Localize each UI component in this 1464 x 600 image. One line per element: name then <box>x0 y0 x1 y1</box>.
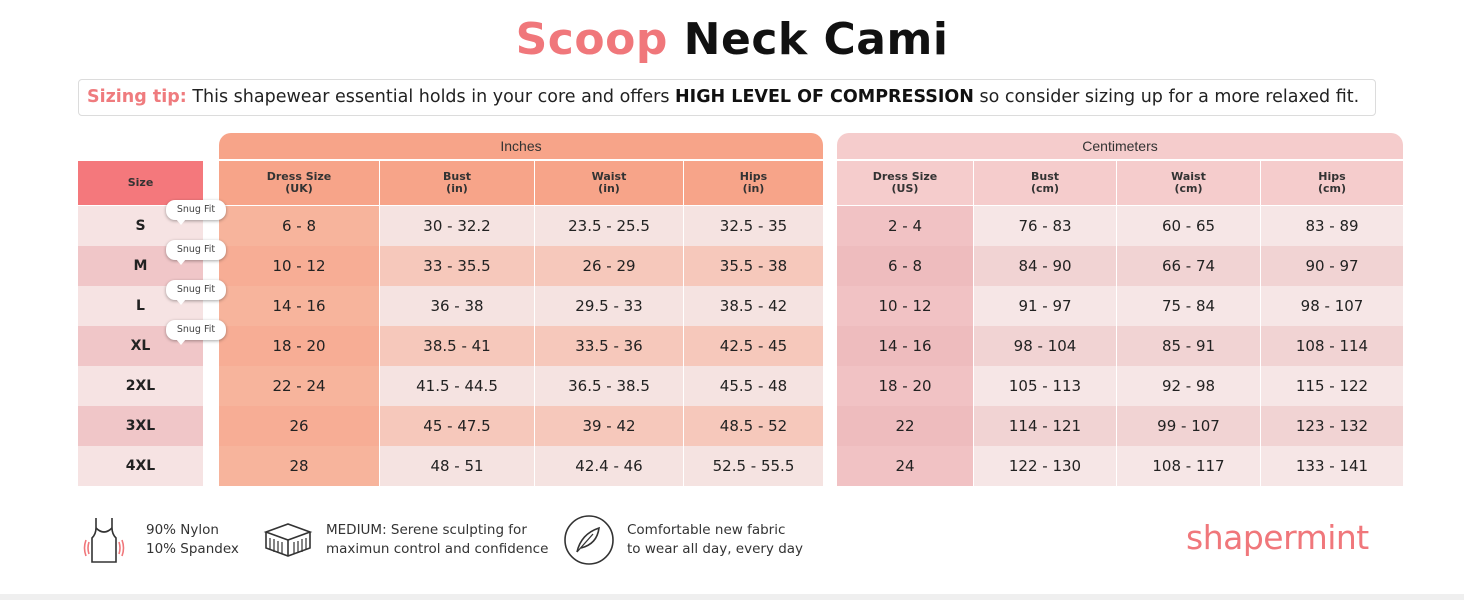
cell-dress-us: 14 - 16 <box>837 326 973 366</box>
fabric-line-1: 90% Nylon <box>146 522 219 538</box>
snug-fit-badge: Snug Fit <box>166 240 226 265</box>
cell-bust-in: 33 - 35.5 <box>380 246 534 286</box>
cell-waist-in: 42.4 - 46 <box>535 446 683 486</box>
title-rest: Neck Cami <box>683 14 949 65</box>
snug-fit-badge: Snug Fit <box>166 280 226 305</box>
sizing-tip: Sizing tip: This shapewear essential hol… <box>78 79 1376 116</box>
cell-dress-uk: 10 - 12 <box>219 246 379 286</box>
cell-bust-cm: 114 - 121 <box>974 406 1116 446</box>
cell-waist-cm: 75 - 84 <box>1117 286 1260 326</box>
cell-dress-us: 18 - 20 <box>837 366 973 406</box>
cell-dress-uk: 14 - 16 <box>219 286 379 326</box>
snug-fit-badge: Snug Fit <box>166 200 226 225</box>
cell-bust-cm: 105 - 113 <box>974 366 1116 406</box>
cell-dress-us: 2 - 4 <box>837 206 973 246</box>
cell-dress-uk: 22 - 24 <box>219 366 379 406</box>
cami-icon <box>80 514 128 566</box>
feather-icon <box>563 514 615 566</box>
cell-waist-in: 33.5 - 36 <box>535 326 683 366</box>
cell-waist-cm: 60 - 65 <box>1117 206 1260 246</box>
cell-hips-cm: 133 - 141 <box>1261 446 1403 486</box>
cell-dress-us: 22 <box>837 406 973 446</box>
compression-feature: MEDIUM: Serene sculpting for maximun con… <box>262 512 548 568</box>
cell-dress-uk: 18 - 20 <box>219 326 379 366</box>
brand-logo: shapermint <box>1186 518 1369 557</box>
cell-bust-cm: 98 - 104 <box>974 326 1116 366</box>
cell-bust-cm: 122 - 130 <box>974 446 1116 486</box>
column-header-dress-uk: Dress Size (UK) <box>219 161 379 205</box>
cell-waist-in: 23.5 - 25.5 <box>535 206 683 246</box>
sizing-tip-emphasis: HIGH LEVEL OF COMPRESSION <box>675 87 974 107</box>
column-header-dress-us: Dress Size (US) <box>837 161 973 205</box>
cell-size: 4XL <box>78 446 203 486</box>
compression-line-1: MEDIUM: Serene sculpting for <box>326 522 527 538</box>
column-header-hips-cm: Hips (cm) <box>1261 161 1403 205</box>
cell-dress-uk: 26 <box>219 406 379 446</box>
fabric-layers-icon <box>262 518 314 562</box>
cell-waist-cm: 66 - 74 <box>1117 246 1260 286</box>
snug-fit-badge: Snug Fit <box>166 320 226 345</box>
sizing-tip-label: Sizing tip: <box>87 87 187 107</box>
sizing-tip-text-before: This shapewear essential holds in your c… <box>192 87 670 107</box>
cell-waist-cm: 85 - 91 <box>1117 326 1260 366</box>
cell-hips-cm: 123 - 132 <box>1261 406 1403 446</box>
column-header-bust-in: Bust (in) <box>380 161 534 205</box>
cell-bust-in: 41.5 - 44.5 <box>380 366 534 406</box>
cell-dress-us: 24 <box>837 446 973 486</box>
cell-dress-us: 6 - 8 <box>837 246 973 286</box>
compression-line-2: maximun control and confidence <box>326 541 549 557</box>
page-title: Scoop Neck Cami <box>0 14 1464 65</box>
cell-hips-cm: 98 - 107 <box>1261 286 1403 326</box>
cell-bust-in: 48 - 51 <box>380 446 534 486</box>
cell-bust-cm: 84 - 90 <box>974 246 1116 286</box>
cell-hips-cm: 90 - 97 <box>1261 246 1403 286</box>
cell-hips-cm: 83 - 89 <box>1261 206 1403 246</box>
cell-bust-in: 30 - 32.2 <box>380 206 534 246</box>
cell-bust-cm: 76 - 83 <box>974 206 1116 246</box>
cell-size: 3XL <box>78 406 203 446</box>
cell-waist-cm: 92 - 98 <box>1117 366 1260 406</box>
column-header-size: Size <box>78 161 203 205</box>
bottom-divider <box>0 594 1464 600</box>
cell-dress-us: 10 - 12 <box>837 286 973 326</box>
cell-hips-in: 35.5 - 38 <box>684 246 823 286</box>
comfort-line-1: Comfortable new fabric <box>627 522 786 538</box>
comfort-line-2: to wear all day, every day <box>627 541 804 557</box>
cell-waist-in: 26 - 29 <box>535 246 683 286</box>
column-header-hips-in: Hips (in) <box>684 161 823 205</box>
column-header-waist-cm: Waist (cm) <box>1117 161 1260 205</box>
cell-waist-in: 39 - 42 <box>535 406 683 446</box>
cell-hips-in: 45.5 - 48 <box>684 366 823 406</box>
comfort-feature: Comfortable new fabric to wear all day, … <box>563 512 803 568</box>
fabric-line-2: 10% Spandex <box>146 541 239 557</box>
cell-hips-in: 42.5 - 45 <box>684 326 823 366</box>
column-header-bust-cm: Bust (cm) <box>974 161 1116 205</box>
cell-bust-cm: 91 - 97 <box>974 286 1116 326</box>
cell-waist-in: 29.5 - 33 <box>535 286 683 326</box>
cell-waist-cm: 108 - 117 <box>1117 446 1260 486</box>
cell-waist-cm: 99 - 107 <box>1117 406 1260 446</box>
cell-bust-in: 45 - 47.5 <box>380 406 534 446</box>
cell-hips-in: 38.5 - 42 <box>684 286 823 326</box>
centimeters-group-header: Centimeters <box>837 133 1403 159</box>
cell-dress-uk: 28 <box>219 446 379 486</box>
cell-hips-cm: 108 - 114 <box>1261 326 1403 366</box>
cell-size: 2XL <box>78 366 203 406</box>
cell-bust-in: 38.5 - 41 <box>380 326 534 366</box>
cell-dress-uk: 6 - 8 <box>219 206 379 246</box>
cell-waist-in: 36.5 - 38.5 <box>535 366 683 406</box>
cell-hips-in: 48.5 - 52 <box>684 406 823 446</box>
cell-bust-in: 36 - 38 <box>380 286 534 326</box>
cell-hips-cm: 115 - 122 <box>1261 366 1403 406</box>
cell-hips-in: 32.5 - 35 <box>684 206 823 246</box>
title-accent: Scoop <box>515 14 668 65</box>
fabric-feature: 90% Nylon 10% Spandex <box>80 512 239 568</box>
inches-group-header: Inches <box>219 133 823 159</box>
column-header-waist-in: Waist (in) <box>535 161 683 205</box>
cell-hips-in: 52.5 - 55.5 <box>684 446 823 486</box>
sizing-tip-text-after: so consider sizing up for a more relaxed… <box>979 87 1360 107</box>
